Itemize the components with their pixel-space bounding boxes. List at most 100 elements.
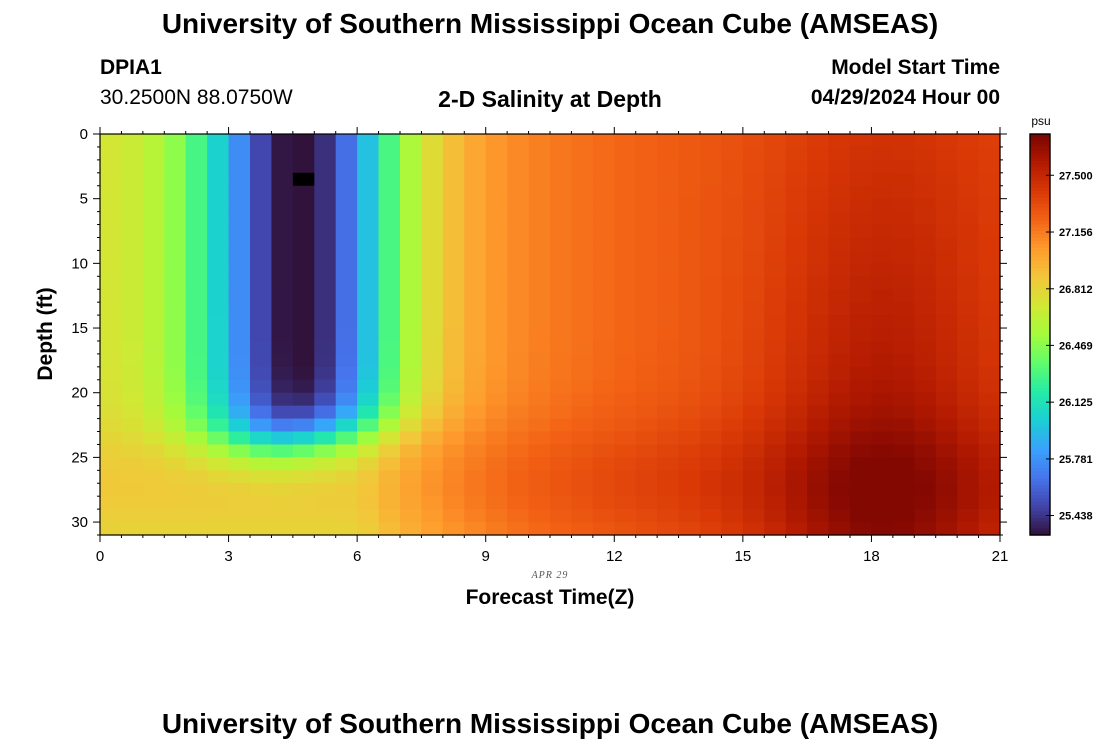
- heatmap-cell: [785, 198, 808, 213]
- heatmap-cell: [528, 146, 551, 161]
- heatmap-cell: [957, 159, 980, 174]
- heatmap-cell: [742, 431, 765, 446]
- heatmap-cell: [335, 134, 358, 148]
- heatmap-cell: [164, 276, 187, 290]
- heatmap-cell: [592, 172, 615, 187]
- heatmap-cell: [978, 392, 1001, 407]
- station-id: DPIA1: [100, 56, 162, 79]
- heatmap-cell: [400, 522, 423, 536]
- heatmap-cell: [335, 379, 358, 394]
- heatmap-cell: [700, 470, 723, 484]
- heatmap-cell: [400, 418, 423, 433]
- heatmap-cell: [978, 172, 1001, 187]
- heatmap-cell: [292, 159, 315, 174]
- heatmap-cell: [292, 315, 315, 329]
- heatmap-cell: [442, 392, 465, 407]
- heatmap-cell: [871, 146, 894, 161]
- heatmap-cell: [635, 509, 658, 523]
- colorbar-band: [1030, 274, 1050, 279]
- colorbar-band: [1030, 451, 1050, 456]
- heatmap-cell: [228, 366, 251, 381]
- heatmap-cell: [164, 366, 187, 381]
- heatmap-cell: [507, 444, 530, 458]
- colorbar-band: [1030, 471, 1050, 476]
- heatmap-cell: [121, 185, 144, 200]
- heatmap-cell: [485, 185, 508, 200]
- heatmap-cell: [228, 457, 251, 471]
- heatmap-cell: [378, 185, 401, 200]
- heatmap-cell: [550, 366, 573, 381]
- heatmap-cell: [614, 211, 637, 226]
- colorbar-band: [1030, 247, 1050, 252]
- colorbar-band: [1030, 160, 1050, 165]
- heatmap-cell: [207, 392, 230, 407]
- heatmap-cell: [700, 405, 723, 420]
- heatmap-cell: [742, 263, 765, 277]
- heatmap-cell: [892, 353, 915, 368]
- heatmap-cell: [957, 470, 980, 484]
- heatmap-cell: [528, 237, 551, 252]
- heatmap-cell: [507, 353, 530, 368]
- heatmap-cell: [635, 159, 658, 174]
- heatmap-cell: [764, 159, 787, 174]
- heatmap-cell: [914, 405, 937, 420]
- heatmap-cell: [935, 328, 958, 342]
- heatmap-cell: [721, 315, 744, 329]
- heatmap-cell: [335, 418, 358, 433]
- heatmap-cell: [207, 198, 230, 213]
- heatmap-cell: [807, 302, 830, 316]
- heatmap-cell: [250, 211, 273, 226]
- heatmap-cell: [207, 353, 230, 368]
- colorbar-band: [1030, 140, 1050, 145]
- colorbar-band: [1030, 408, 1050, 412]
- heatmap-cell: [357, 366, 380, 381]
- heatmap-cell: [185, 379, 208, 394]
- heatmap-cell: [678, 405, 701, 420]
- heatmap-cell: [421, 353, 444, 368]
- heatmap-cell: [100, 366, 123, 381]
- heatmap-cell: [550, 276, 573, 290]
- heatmap-cell: [550, 470, 573, 484]
- heatmap-cell: [164, 496, 187, 510]
- heatmap-cell: [421, 509, 444, 523]
- heatmap-cell: [528, 185, 551, 200]
- heatmap-cell: [957, 328, 980, 342]
- heatmap-cell: [378, 431, 401, 446]
- heatmap-cell: [228, 470, 251, 484]
- heatmap-cell: [571, 418, 594, 433]
- heatmap-cell: [721, 522, 744, 536]
- heatmap-cell: [700, 366, 723, 381]
- heatmap-cell: [100, 483, 123, 497]
- heatmap-cell: [914, 289, 937, 303]
- heatmap-cell: [314, 353, 337, 368]
- heatmap-cell: [742, 146, 765, 161]
- heatmap-cell: [850, 392, 873, 407]
- heatmap-cell: [571, 392, 594, 407]
- heatmap-cell: [314, 483, 337, 497]
- heatmap-cell: [550, 340, 573, 355]
- heatmap-cell: [121, 328, 144, 342]
- heatmap-cell: [378, 379, 401, 394]
- heatmap-cell: [657, 470, 680, 484]
- heatmap-cell: [314, 185, 337, 200]
- heatmap-cell: [142, 263, 165, 277]
- heatmap-cell: [314, 328, 337, 342]
- heatmap-cell: [528, 263, 551, 277]
- heatmap-cell: [528, 328, 551, 342]
- heatmap-cell: [614, 379, 637, 394]
- heatmap-cell: [335, 263, 358, 277]
- heatmap-cell: [785, 522, 808, 536]
- heatmap-cell: [828, 483, 851, 497]
- heatmap-cell: [357, 328, 380, 342]
- heatmap-cell: [378, 496, 401, 510]
- heatmap-cell: [571, 250, 594, 264]
- heatmap-cell: [164, 522, 187, 536]
- colorbar-band: [1030, 484, 1050, 489]
- heatmap-cell: [164, 159, 187, 174]
- heatmap-cell: [700, 315, 723, 329]
- heatmap-cell: [571, 134, 594, 148]
- colorbar-band: [1030, 431, 1050, 436]
- heatmap-cell: [850, 237, 873, 252]
- heatmap-cell: [207, 302, 230, 316]
- heatmap-cell: [871, 431, 894, 446]
